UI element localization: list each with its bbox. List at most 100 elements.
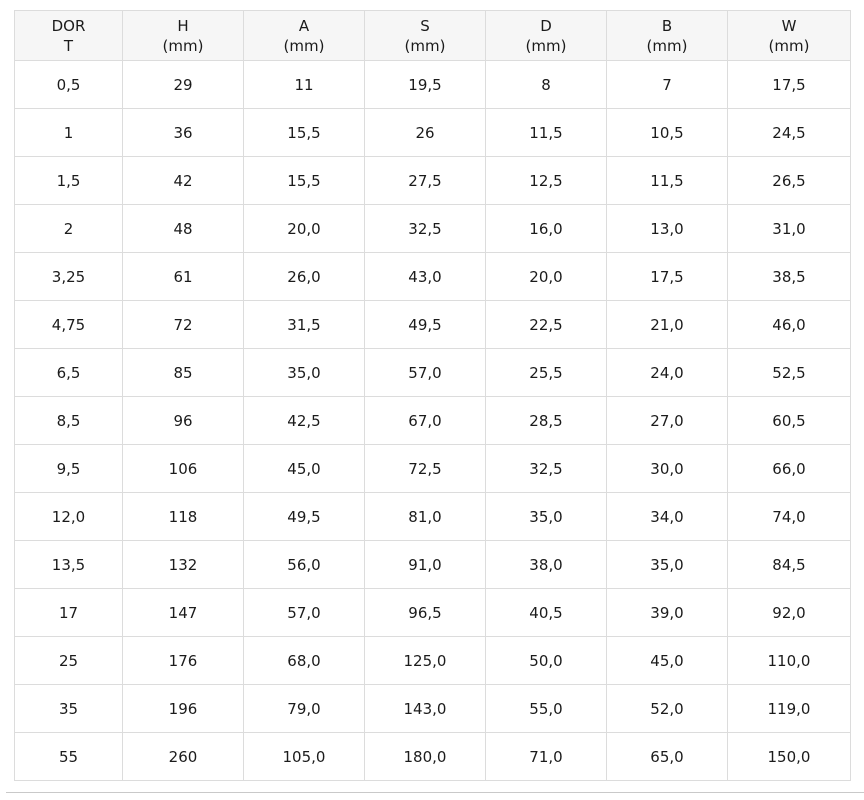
table-cell: 132: [122, 540, 244, 589]
table-cell: 17: [14, 588, 123, 637]
table-cell: 17,5: [606, 252, 728, 301]
table-cell: 1: [14, 108, 123, 157]
column-unit: (mm): [404, 36, 446, 55]
table-cell: 11: [243, 60, 365, 109]
table-cell: 38,0: [485, 540, 607, 589]
table-cell: 10,5: [606, 108, 728, 157]
table-cell: 11,5: [606, 156, 728, 205]
table-cell: 4,75: [14, 300, 123, 349]
table-cell: 48: [122, 204, 244, 253]
table-cell: 19,5: [364, 60, 486, 109]
table-cell: 38,5: [727, 252, 851, 301]
column-label: DOR: [51, 16, 86, 35]
table-cell: 36: [122, 108, 244, 157]
table-cell: 260: [122, 732, 244, 781]
table-row: 0,5 29 11 19,5 8 7 17,5: [14, 60, 851, 109]
table-cell: 31,5: [243, 300, 365, 349]
table-cell: 2: [14, 204, 123, 253]
table-cell: 57,0: [243, 588, 365, 637]
column-header-dor: DOR T: [14, 10, 123, 61]
column-header-h: H (mm): [122, 10, 244, 61]
table-cell: 16,0: [485, 204, 607, 253]
column-header-w: W (mm): [727, 10, 851, 61]
table-cell: 24,0: [606, 348, 728, 397]
table-cell: 32,5: [485, 444, 607, 493]
table-cell: 147: [122, 588, 244, 637]
column-header-d: D (mm): [485, 10, 607, 61]
table-cell: 52,0: [606, 684, 728, 733]
table-cell: 71,0: [485, 732, 607, 781]
table-cell: 28,5: [485, 396, 607, 445]
table-cell: 8,5: [14, 396, 123, 445]
table-row: 6,5 85 35,0 57,0 25,5 24,0 52,5: [14, 348, 851, 397]
table-row: 13,5 132 56,0 91,0 38,0 35,0 84,5: [14, 540, 851, 589]
table-cell: 26,0: [243, 252, 365, 301]
table-cell: 35,0: [243, 348, 365, 397]
table-cell: 31,0: [727, 204, 851, 253]
table-row: 4,75 72 31,5 49,5 22,5 21,0 46,0: [14, 300, 851, 349]
table-cell: 118: [122, 492, 244, 541]
table-row: 17 147 57,0 96,5 40,5 39,0 92,0: [14, 588, 851, 637]
bottom-divider: [6, 792, 864, 793]
table-cell: 45,0: [243, 444, 365, 493]
table-cell: 81,0: [364, 492, 486, 541]
table-cell: 40,5: [485, 588, 607, 637]
column-label: H: [177, 16, 189, 35]
table-cell: 55,0: [485, 684, 607, 733]
table-cell: 110,0: [727, 636, 851, 685]
table-cell: 67,0: [364, 396, 486, 445]
table-cell: 24,5: [727, 108, 851, 157]
table-row: 8,5 96 42,5 67,0 28,5 27,0 60,5: [14, 396, 851, 445]
table-cell: 49,5: [364, 300, 486, 349]
table-header: DOR T H (mm) A (mm) S (mm) D (mm) B (mm) W (mm): [14, 10, 851, 61]
table-cell: 50,0: [485, 636, 607, 685]
table-cell: 176: [122, 636, 244, 685]
column-label: D: [540, 16, 552, 35]
table-cell: 74,0: [727, 492, 851, 541]
table-cell: 42: [122, 156, 244, 205]
table-cell: 0,5: [14, 60, 123, 109]
table-cell: 68,0: [243, 636, 365, 685]
table-cell: 65,0: [606, 732, 728, 781]
table-row: 55 260 105,0 180,0 71,0 65,0 150,0: [14, 732, 851, 781]
table-cell: 12,5: [485, 156, 607, 205]
table-cell: 45,0: [606, 636, 728, 685]
table-cell: 105,0: [243, 732, 365, 781]
table-cell: 39,0: [606, 588, 728, 637]
table-row: 1,5 42 15,5 27,5 12,5 11,5 26,5: [14, 156, 851, 205]
table-cell: 11,5: [485, 108, 607, 157]
table-cell: 21,0: [606, 300, 728, 349]
table-cell: 27,5: [364, 156, 486, 205]
table-cell: 55: [14, 732, 123, 781]
table-cell: 35,0: [606, 540, 728, 589]
column-header-b: B (mm): [606, 10, 728, 61]
table-cell: 8: [485, 60, 607, 109]
table-cell: 196: [122, 684, 244, 733]
table-cell: 12,0: [14, 492, 123, 541]
table-cell: 106: [122, 444, 244, 493]
table-cell: 49,5: [243, 492, 365, 541]
table-cell: 1,5: [14, 156, 123, 205]
table-row: 2 48 20,0 32,5 16,0 13,0 31,0: [14, 204, 851, 253]
table-cell: 13,5: [14, 540, 123, 589]
table-cell: 72,5: [364, 444, 486, 493]
table-cell: 9,5: [14, 444, 123, 493]
table-body: 0,5 29 11 19,5 8 7 17,5 1 36 15,5 26 11,5 10,5 24,5 1,…: [14, 60, 851, 781]
table-cell: 15,5: [243, 156, 365, 205]
table-cell: 56,0: [243, 540, 365, 589]
table-row: 9,5 106 45,0 72,5 32,5 30,0 66,0: [14, 444, 851, 493]
table-cell: 72: [122, 300, 244, 349]
column-label: B: [661, 16, 673, 35]
table-cell: 13,0: [606, 204, 728, 253]
table-cell: 91,0: [364, 540, 486, 589]
table-cell: 79,0: [243, 684, 365, 733]
column-unit: (mm): [283, 36, 325, 55]
table-cell: 42,5: [243, 396, 365, 445]
table-cell: 34,0: [606, 492, 728, 541]
table-cell: 66,0: [727, 444, 851, 493]
table-row: 12,0 118 49,5 81,0 35,0 34,0 74,0: [14, 492, 851, 541]
table-cell: 57,0: [364, 348, 486, 397]
table-cell: 119,0: [727, 684, 851, 733]
table-cell: 22,5: [485, 300, 607, 349]
